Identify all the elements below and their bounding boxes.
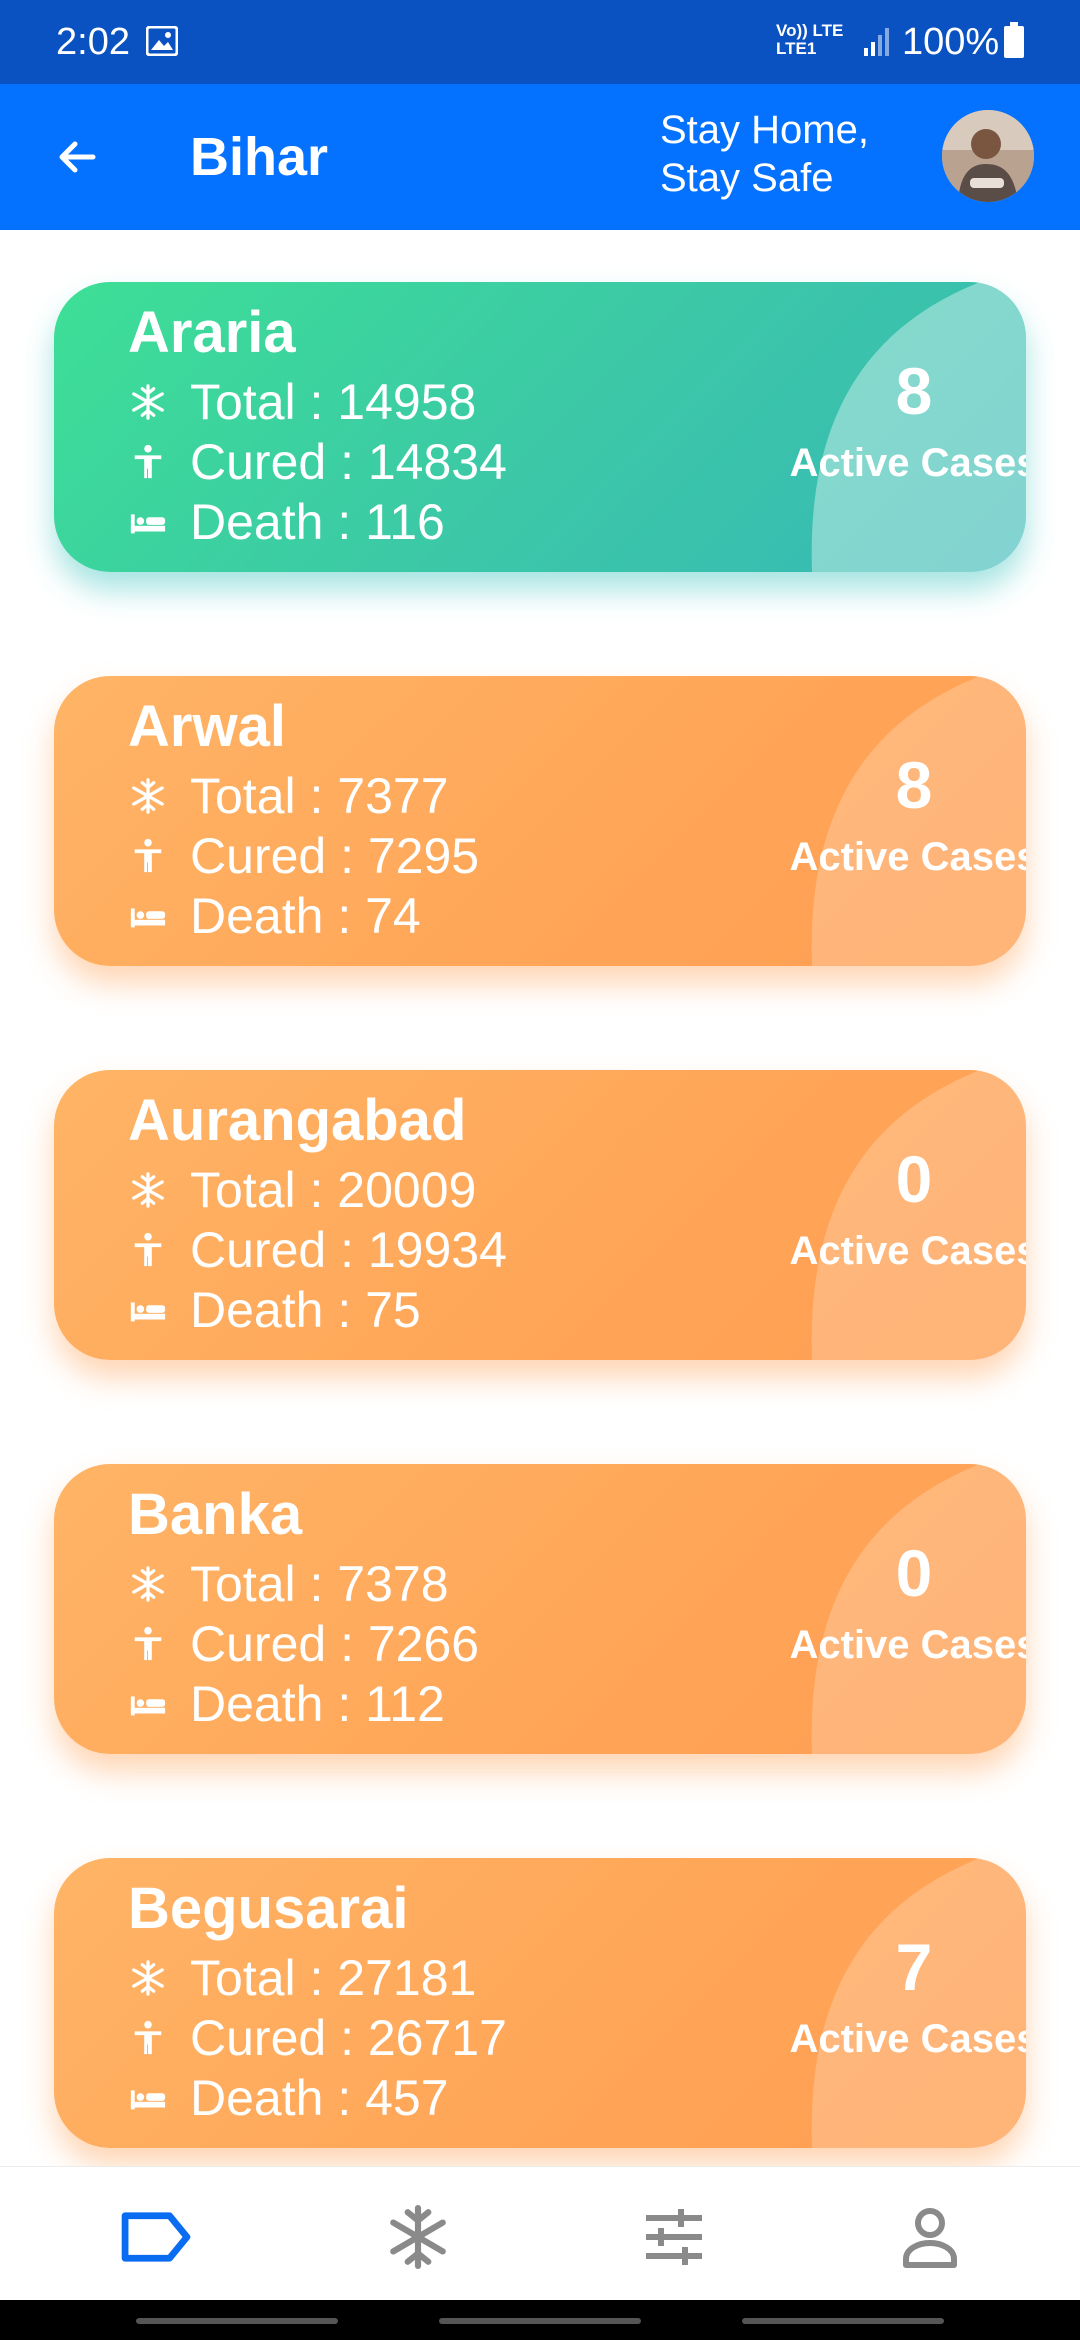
card-decoration <box>750 1464 1026 1754</box>
district-card[interactable]: Arwal Total : 7377 Cured : 7295 Death : … <box>54 676 1026 966</box>
nav-item-filters[interactable] <box>634 2197 714 2277</box>
snowflake-icon <box>128 382 168 422</box>
app-bar: Bihar Stay Home, Stay Safe <box>0 84 1080 230</box>
active-cases-label: Active Cases <box>789 835 1026 879</box>
network-indicator: Vo)) LTE LTE1 <box>776 21 844 58</box>
person-standing-icon <box>128 836 168 876</box>
active-cases-count: 0 <box>895 1142 933 1216</box>
district-name: Arwal <box>128 694 286 759</box>
avatar[interactable] <box>942 110 1034 202</box>
district-card[interactable]: Begusarai Total : 27181 Cured : 26717 De… <box>54 1858 1026 2148</box>
active-cases-count: 7 <box>895 1930 933 2004</box>
district-card[interactable]: Banka Total : 7378 Cured : 7266 Death : … <box>54 1464 1026 1754</box>
snowflake-icon <box>128 1170 168 1210</box>
district-name: Begusarai <box>128 1876 409 1941</box>
death-stat: Death : 74 <box>128 888 421 944</box>
label-icon <box>121 2212 191 2262</box>
system-gesture-bar <box>0 2300 1080 2340</box>
death-value: Death : 457 <box>190 2070 449 2126</box>
snowflake-icon <box>128 1564 168 1604</box>
card-decoration <box>750 282 1026 572</box>
person-standing-icon <box>128 442 168 482</box>
person-standing-icon <box>128 1624 168 1664</box>
death-value: Death : 116 <box>190 494 445 550</box>
snowflake-icon <box>128 776 168 816</box>
district-card[interactable]: Aurangabad Total : 20009 Cured : 19934 D… <box>54 1070 1026 1360</box>
total-stat: Total : 14958 <box>128 374 476 430</box>
battery-icon <box>1004 22 1024 58</box>
cured-stat: Cured : 26717 <box>128 2010 507 2066</box>
cured-value: Cured : 26717 <box>190 2010 507 2066</box>
district-card[interactable]: Araria Total : 14958 Cured : 14834 Death… <box>54 282 1026 572</box>
active-cases-count: 8 <box>895 748 933 822</box>
person-standing-icon <box>128 1230 168 1270</box>
total-stat: Total : 7377 <box>128 768 449 824</box>
death-value: Death : 75 <box>190 1282 421 1338</box>
signal-icon <box>862 26 892 58</box>
death-value: Death : 112 <box>190 1676 445 1732</box>
nav-item-districts[interactable] <box>116 2197 196 2277</box>
active-cases-count: 8 <box>895 354 933 428</box>
death-stat: Death : 457 <box>128 2070 449 2126</box>
slogan-line-2: Stay Safe <box>660 156 834 200</box>
active-cases-label: Active Cases <box>789 2017 1026 2061</box>
district-name: Banka <box>128 1482 303 1547</box>
bed-icon <box>128 1290 168 1330</box>
image-icon <box>145 25 179 57</box>
total-value: Total : 20009 <box>190 1162 477 1218</box>
person-icon <box>903 2208 957 2268</box>
slogan-text: Stay Home, Stay Safe <box>660 106 869 202</box>
cured-stat: Cured : 7266 <box>128 1616 479 1672</box>
district-name: Aurangabad <box>128 1088 467 1153</box>
arrow-left-icon <box>59 141 96 173</box>
cured-value: Cured : 7295 <box>190 828 480 884</box>
bed-icon <box>128 896 168 936</box>
snowflake-icon <box>128 1958 168 1998</box>
total-stat: Total : 7378 <box>128 1556 449 1612</box>
death-value: Death : 74 <box>190 888 421 944</box>
total-value: Total : 14958 <box>190 374 477 430</box>
total-stat: Total : 20009 <box>128 1162 476 1218</box>
snowflake-icon <box>390 2205 446 2269</box>
total-value: Total : 27181 <box>190 1950 477 2006</box>
page-title: Bihar <box>190 127 329 187</box>
nav-pill-left[interactable] <box>136 2318 338 2324</box>
total-value: Total : 7378 <box>190 1556 449 1612</box>
nav-item-virus[interactable] <box>378 2197 458 2277</box>
cured-stat: Cured : 7295 <box>128 828 479 884</box>
cured-stat: Cured : 19934 <box>128 1222 507 1278</box>
nav-item-profile[interactable] <box>890 2197 970 2277</box>
total-stat: Total : 27181 <box>128 1950 476 2006</box>
active-cases-label: Active Cases <box>789 1229 1026 1273</box>
total-value: Total : 7377 <box>190 768 449 824</box>
death-stat: Death : 116 <box>128 494 445 550</box>
active-cases-count: 0 <box>895 1536 933 1610</box>
cured-value: Cured : 14834 <box>190 434 507 490</box>
back-button[interactable] <box>40 120 114 194</box>
bed-icon <box>128 2078 168 2118</box>
cured-value: Cured : 7266 <box>190 1616 480 1672</box>
death-stat: Death : 75 <box>128 1282 421 1338</box>
card-decoration <box>750 1070 1026 1360</box>
active-cases-label: Active Cases <box>789 1623 1026 1667</box>
nav-pill-right[interactable] <box>742 2318 944 2324</box>
bed-icon <box>128 1684 168 1724</box>
card-decoration <box>750 1858 1026 2148</box>
cured-stat: Cured : 14834 <box>128 434 507 490</box>
person-standing-icon <box>128 2018 168 2058</box>
bottom-nav <box>0 2166 1080 2300</box>
cured-value: Cured : 19934 <box>190 1222 507 1278</box>
active-cases-label: Active Cases <box>789 441 1026 485</box>
slogan-line-1: Stay Home, <box>660 108 869 152</box>
nav-pill-center[interactable] <box>439 2318 641 2324</box>
status-bar: 2:02 Vo)) LTE LTE1 100% <box>0 0 1080 84</box>
district-name: Araria <box>128 300 296 365</box>
battery-level: 100% <box>902 21 1000 63</box>
bed-icon <box>128 502 168 542</box>
sliders-icon <box>646 2209 702 2265</box>
death-stat: Death : 112 <box>128 1676 445 1732</box>
status-time: 2:02 <box>56 21 130 63</box>
card-decoration <box>750 676 1026 966</box>
